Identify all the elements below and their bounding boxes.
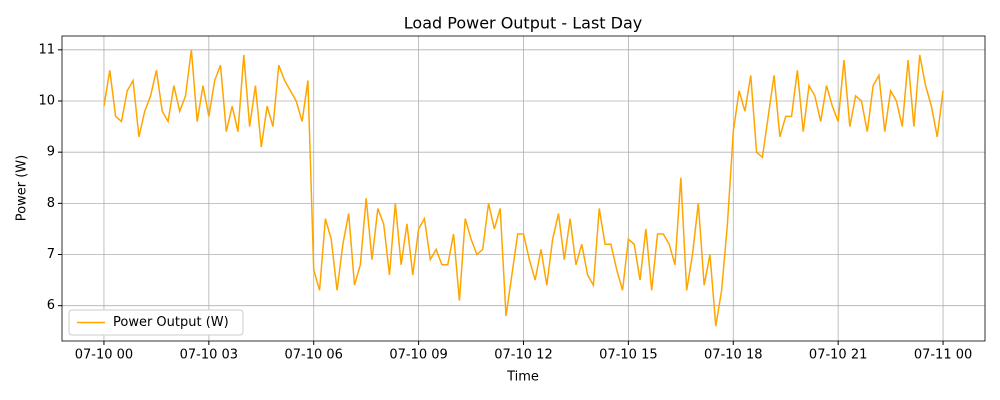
y-tick-label: 10 [38, 93, 55, 108]
x-tick-label: 07-10 03 [180, 348, 238, 363]
legend-label: Power Output (W) [113, 315, 229, 330]
x-tick-label: 07-10 00 [75, 348, 133, 363]
x-tick-label: 07-11 00 [914, 348, 972, 363]
y-tick-label: 6 [47, 298, 55, 313]
line-series [103, 49, 944, 327]
y-tick-label: 11 [38, 42, 55, 57]
x-tick-label: 07-10 18 [704, 348, 762, 363]
legend-box [68, 309, 244, 336]
x-tick-label: 07-10 06 [285, 348, 343, 363]
x-tick-label: 07-10 12 [494, 348, 552, 363]
x-tick-label: 07-10 21 [809, 348, 867, 363]
y-tick-label: 9 [47, 145, 55, 160]
x-axis-label: Time [506, 370, 539, 385]
y-axis-label: Power (W) [15, 155, 30, 221]
y-tick-label: 8 [47, 196, 55, 211]
x-tick-label: 07-10 09 [389, 348, 447, 363]
y-tick-label: 7 [47, 247, 55, 262]
x-tick-label: 07-10 15 [599, 348, 657, 363]
plot-frame [61, 35, 986, 342]
chart-title: Load Power Output - Last Day [404, 14, 642, 33]
